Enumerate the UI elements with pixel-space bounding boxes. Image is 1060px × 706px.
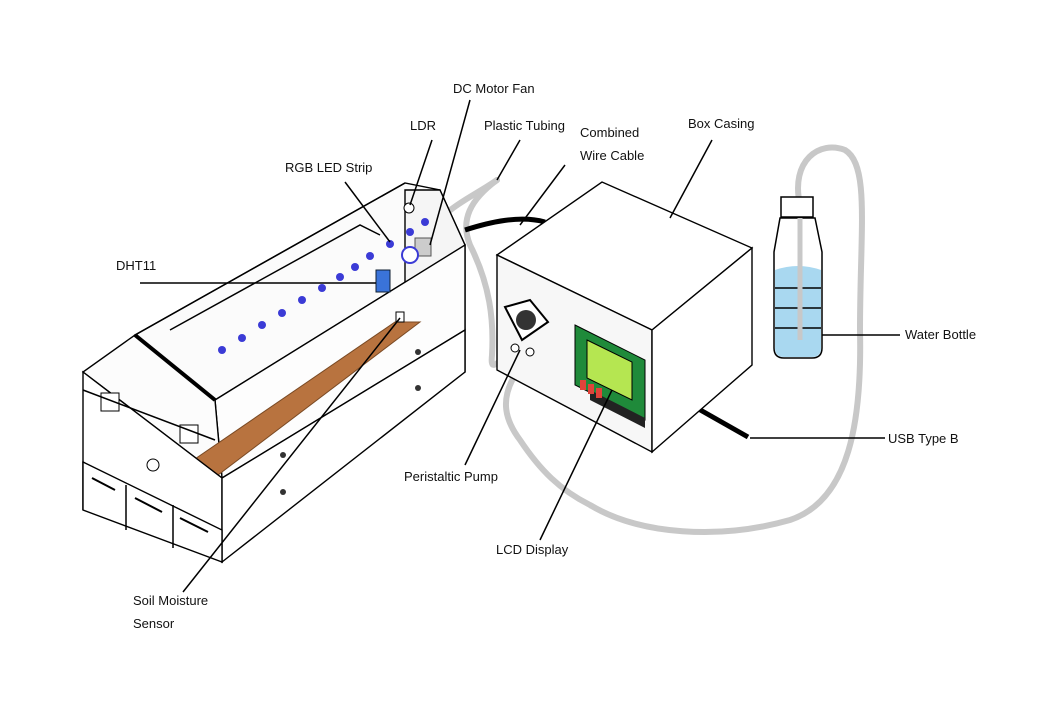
label-rgb-led-strip: RGB LED Strip <box>285 160 372 175</box>
greenhouse-ridge <box>133 333 217 402</box>
lcd-bottom-bar <box>590 390 645 428</box>
label-lcd-display: LCD Display <box>496 542 569 557</box>
dht11-sensor <box>375 269 391 293</box>
soil-sensor-hole <box>146 458 160 472</box>
greenhouse <box>81 182 466 564</box>
combined-wire-cable <box>464 216 546 233</box>
soil-moisture-probe <box>395 311 405 323</box>
label-plastic-tubing: Plastic Tubing <box>484 118 565 133</box>
label-combined-wire-cable-line2: Wire Cable <box>580 148 644 163</box>
label-dht11: DHT11 <box>116 258 156 273</box>
dc-motor-fan <box>401 237 432 264</box>
label-soil-moisture-sensor-line1: Soil Moisture <box>133 593 208 608</box>
label-combined-wire-cable-line1: Combined <box>580 125 639 140</box>
label-usb-type-b: USB Type B <box>888 431 959 446</box>
ldr-sensor <box>403 202 415 214</box>
hinge-1 <box>100 392 120 412</box>
label-dc-motor-fan: DC Motor Fan <box>453 81 535 96</box>
pump-inlet <box>510 343 520 353</box>
drawer-front <box>82 460 223 564</box>
screw-3 <box>280 452 286 458</box>
label-soil-moisture-sensor-line2: Sensor <box>133 616 175 631</box>
label-peristaltic-pump: Peristaltic Pump <box>404 469 498 484</box>
plastic-tubing-to-greenhouse <box>445 177 500 215</box>
buttons <box>580 380 602 398</box>
lcd-screen <box>586 339 633 401</box>
peristaltic-pump <box>516 310 536 330</box>
drawer-handle-2 <box>134 497 163 513</box>
screw-2 <box>415 385 421 391</box>
drawer-handle-3 <box>179 517 209 533</box>
box-casing <box>495 181 754 454</box>
leader-lines <box>140 99 900 593</box>
plastic-tubing <box>502 144 865 535</box>
label-water-bottle: Water Bottle <box>905 327 976 342</box>
drawer-handle-1 <box>91 477 116 491</box>
screw-4 <box>280 489 286 495</box>
label-box-casing: Box Casing <box>688 116 754 131</box>
rgb-led-strip <box>218 218 429 354</box>
screw-1 <box>415 349 421 355</box>
water-bottle <box>773 196 823 359</box>
pump-outlet <box>525 347 535 357</box>
plastic-tubing-pump-in <box>463 177 518 368</box>
box-right-face <box>651 246 753 454</box>
label-ldr: LDR <box>410 118 436 133</box>
